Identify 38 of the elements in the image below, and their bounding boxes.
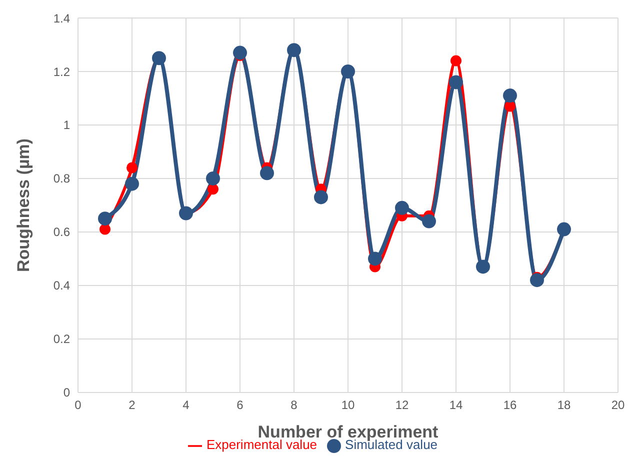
x-tick-label: 2: [128, 398, 136, 412]
point: [314, 190, 328, 204]
y-tick-label: 0.4: [53, 278, 70, 293]
y-tick-label: 0.6: [53, 225, 70, 240]
point: [450, 55, 462, 66]
x-tick-label: 6: [236, 398, 244, 412]
y-tick-label: 0.8: [53, 172, 70, 186]
y-tick-label: 1: [63, 118, 70, 132]
x-tick-label: 12: [395, 398, 409, 412]
y-tick-label: 0.2: [53, 332, 70, 346]
point: [208, 184, 218, 195]
x-tick-label: 8: [290, 398, 298, 412]
x-tick-label: 20: [611, 398, 625, 412]
y-tick-label: 0: [63, 386, 70, 400]
point: [503, 88, 517, 103]
point: [125, 176, 139, 191]
y-axis-title: Roughness (µm): [14, 138, 34, 272]
x-tick-label: 4: [182, 398, 190, 412]
y-tick-label: 1.4: [53, 11, 70, 26]
x-tick-label: 0: [74, 398, 82, 412]
x-tick-label: 10: [341, 398, 355, 412]
point: [449, 75, 463, 90]
point: [206, 171, 220, 186]
point: [368, 252, 382, 266]
point: [530, 273, 544, 288]
y-tick-label: 1.2: [53, 64, 70, 79]
point: [422, 214, 436, 228]
legend-label: Experimental value: [206, 437, 318, 452]
point: [395, 200, 409, 215]
point: [260, 166, 274, 180]
point: [100, 224, 110, 235]
x-tick-label: 18: [557, 398, 571, 412]
x-tick-label: 14: [449, 398, 463, 412]
point: [98, 212, 112, 226]
x-tick-label: 16: [503, 398, 517, 412]
point: [233, 46, 247, 60]
point: [126, 162, 138, 174]
point: [504, 100, 516, 112]
